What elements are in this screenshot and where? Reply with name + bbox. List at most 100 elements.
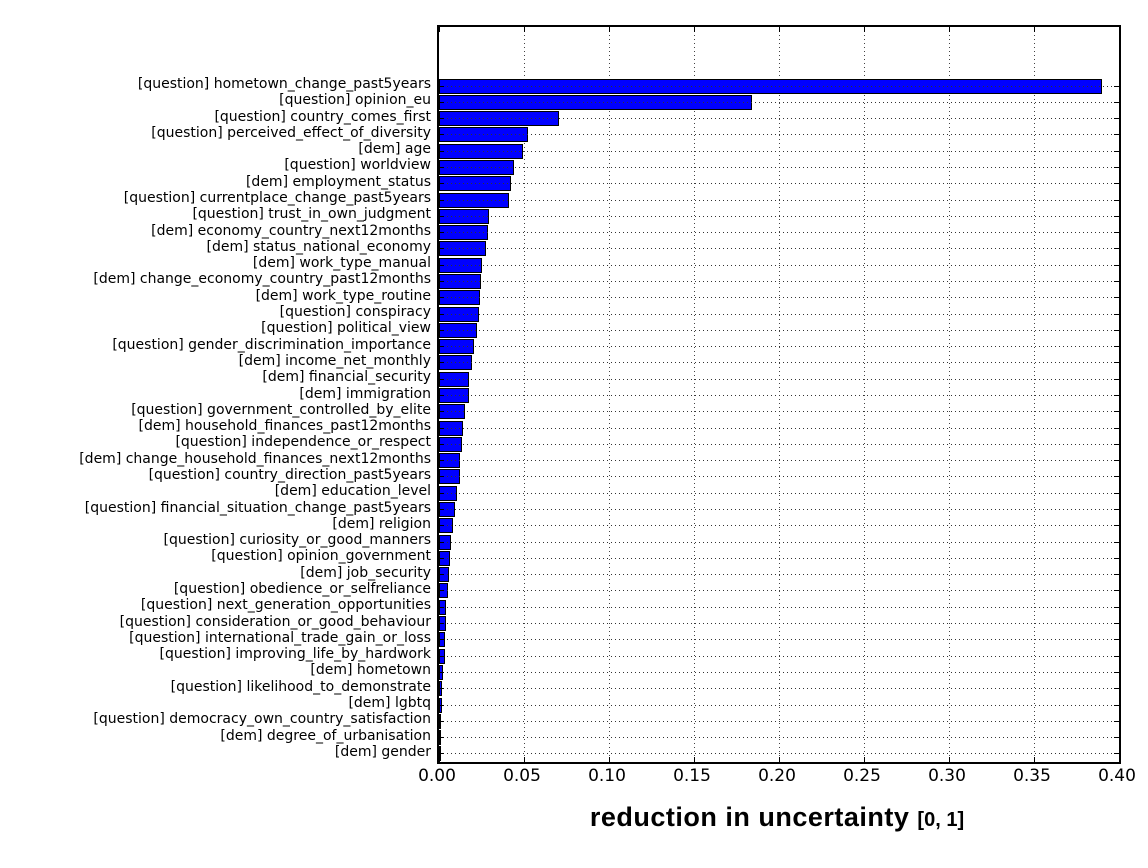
x-tick-label: 0.30 (928, 766, 966, 786)
category-label: [dem] gender (334, 743, 431, 760)
y-tick-mark (439, 183, 444, 185)
y-gridline (439, 639, 1119, 641)
y-tick-mark (439, 590, 444, 592)
category-label: [dem] education_level (274, 483, 431, 500)
x-tick-label: 0.35 (1013, 766, 1051, 786)
y-tick-mark (1114, 590, 1119, 592)
y-tick-mark (439, 280, 444, 282)
category-label: [dem] income_net_monthly (238, 352, 431, 369)
x-tick-label: 0.15 (673, 766, 711, 786)
y-gridline (439, 215, 1119, 217)
category-label: [question] consideration_or_good_behavio… (119, 613, 431, 630)
y-tick-mark (1114, 492, 1119, 494)
x-tick-label: 0.00 (418, 766, 456, 786)
y-tick-mark (439, 346, 444, 348)
y-gridline (439, 166, 1119, 168)
x-tick-label: 0.05 (503, 766, 541, 786)
category-label: [question] currentplace_change_past5year… (123, 190, 431, 207)
y-tick-mark (439, 460, 444, 462)
category-label: [question] country_comes_first (214, 108, 431, 125)
x-tick-mark (863, 27, 865, 32)
y-gridline (439, 264, 1119, 266)
y-gridline (439, 85, 1119, 87)
y-gridline (439, 704, 1119, 706)
x-tick-mark (778, 757, 780, 762)
y-tick-mark (1114, 101, 1119, 103)
category-label: [question] curiosity_or_good_manners (163, 532, 431, 549)
y-gridline (439, 346, 1119, 348)
category-label: [question] worldview (284, 157, 431, 174)
x-gridline (608, 27, 610, 762)
y-tick-mark (439, 395, 444, 396)
y-tick-mark (439, 362, 444, 364)
y-tick-mark (439, 557, 444, 559)
x-tick-mark (438, 757, 440, 762)
category-label: [dem] economy_country_next12months (151, 222, 431, 239)
y-tick-mark (1114, 525, 1119, 527)
category-label: [question] international_trade_gain_or_l… (129, 629, 431, 646)
y-tick-mark (439, 248, 444, 250)
category-label: [question] next_generation_opportunities (140, 597, 431, 614)
y-tick-mark (1114, 541, 1119, 543)
x-tick-mark (1033, 757, 1035, 762)
y-gridline (439, 525, 1119, 527)
x-tick-mark (948, 27, 950, 32)
y-gridline (439, 541, 1119, 543)
category-label: [dem] status_national_economy (206, 238, 431, 255)
x-tick-mark (523, 757, 525, 762)
y-tick-mark (1114, 476, 1119, 478)
y-tick-mark (439, 671, 444, 673)
y-gridline (439, 476, 1119, 478)
y-gridline (439, 720, 1119, 722)
y-tick-mark (1114, 215, 1119, 217)
category-label: [question] opinion_eu (279, 92, 431, 109)
x-gridline (948, 27, 950, 762)
y-gridline (439, 557, 1119, 559)
category-label: [dem] age (358, 141, 431, 158)
y-tick-mark (1114, 346, 1119, 348)
category-label: [question] independence_or_respect (175, 434, 431, 451)
category-label: [dem] lgbtq (348, 695, 431, 712)
y-gridline (439, 427, 1119, 429)
y-tick-mark (1114, 329, 1119, 331)
y-tick-mark (439, 378, 444, 380)
y-gridline (439, 232, 1119, 234)
y-tick-mark (439, 639, 444, 641)
y-tick-mark (1114, 574, 1119, 576)
y-tick-mark (1114, 737, 1119, 739)
y-tick-mark (439, 166, 444, 168)
y-tick-mark (439, 623, 444, 625)
x-tick-mark (948, 757, 950, 762)
y-tick-mark (1114, 704, 1119, 706)
y-gridline (439, 590, 1119, 592)
y-tick-mark (1114, 427, 1119, 429)
y-tick-mark (439, 720, 444, 722)
y-gridline (439, 460, 1119, 462)
y-tick-mark (1114, 118, 1119, 120)
y-tick-mark (1114, 509, 1119, 511)
category-label: [dem] job_security (300, 564, 431, 581)
category-label: [dem] religion (332, 515, 431, 532)
y-tick-mark (1114, 232, 1119, 234)
y-tick-mark (439, 753, 444, 755)
y-gridline (439, 411, 1119, 413)
category-label: [question] country_direction_past5years (148, 466, 431, 483)
category-label: [dem] degree_of_urbanisation (220, 727, 431, 744)
category-label: [question] government_controlled_by_elit… (131, 401, 431, 418)
y-gridline (439, 199, 1119, 201)
category-label: [question] trust_in_own_judgment (192, 206, 431, 223)
y-gridline (439, 492, 1119, 494)
y-tick-mark (1114, 411, 1119, 413)
plot-area (437, 25, 1121, 764)
y-tick-mark (1114, 623, 1119, 625)
category-label: [question] gender_discrimination_importa… (112, 336, 431, 353)
y-tick-mark (439, 313, 444, 315)
y-tick-mark (439, 411, 444, 413)
y-tick-mark (439, 427, 444, 429)
y-tick-mark (1114, 362, 1119, 364)
category-label: [question] perceived_effect_of_diversity (151, 124, 431, 141)
category-label: [dem] employment_status (245, 173, 431, 190)
y-gridline (439, 297, 1119, 299)
y-tick-mark (439, 134, 444, 136)
y-tick-mark (439, 118, 444, 120)
